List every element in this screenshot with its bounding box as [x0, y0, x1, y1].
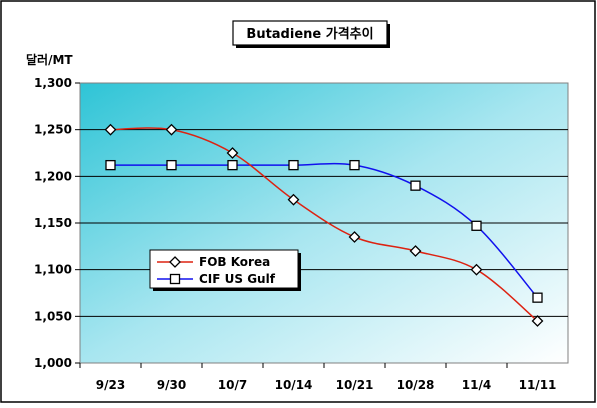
x-tick-label: 10/28 [397, 378, 435, 392]
y-tick-label: 1,100 [34, 263, 72, 277]
data-point [410, 180, 421, 191]
legend: FOB Korea CIF US Gulf [149, 249, 301, 291]
legend-marker [169, 256, 181, 268]
y-axis: 1,000 1,050 1,100 1,150 1,200 1,250 1,300 [34, 76, 80, 370]
data-point [288, 159, 299, 171]
x-tick-label: 10/14 [275, 378, 313, 392]
y-tick-label: 1,300 [34, 76, 72, 90]
data-point [166, 159, 177, 171]
y-axis-label: 달러/MT [26, 52, 73, 67]
data-point [531, 315, 544, 327]
y-tick-label: 1,000 [34, 356, 72, 370]
data-point [105, 159, 116, 171]
data-point [471, 220, 482, 231]
data-point [104, 123, 117, 136]
data-point [165, 123, 178, 136]
data-point [409, 245, 422, 257]
data-point [470, 263, 483, 276]
x-axis: 9/23 9/30 10/7 10/14 10/21 10/28 11/4 11/11 [79, 363, 557, 392]
data-point [532, 292, 543, 303]
x-tick-label: 9/30 [157, 378, 186, 392]
data-point [227, 159, 238, 171]
y-tick-label: 1,150 [34, 216, 72, 230]
x-tick-label: 11/4 [462, 378, 491, 392]
x-tick-label: 10/21 [336, 378, 374, 392]
x-tick-label: 9/23 [96, 378, 125, 392]
legend-marker [169, 273, 181, 285]
y-tick-label: 1,250 [34, 123, 72, 137]
chart-title: Butadiene 가격추이 [246, 26, 373, 42]
data-point [287, 193, 300, 206]
x-tick-label: 11/11 [519, 378, 557, 392]
y-tick-label: 1,200 [34, 169, 72, 183]
data-point [348, 231, 361, 243]
x-tick-label: 10/7 [218, 378, 247, 392]
legend-label: CIF US Gulf [199, 272, 276, 286]
data-point [226, 147, 239, 159]
data-point [349, 159, 360, 171]
series-layer [104, 123, 544, 327]
chart-title-box: Butadiene 가격추이 [232, 20, 390, 48]
legend-label: FOB Korea [199, 255, 270, 269]
y-tick-label: 1,050 [34, 309, 72, 323]
